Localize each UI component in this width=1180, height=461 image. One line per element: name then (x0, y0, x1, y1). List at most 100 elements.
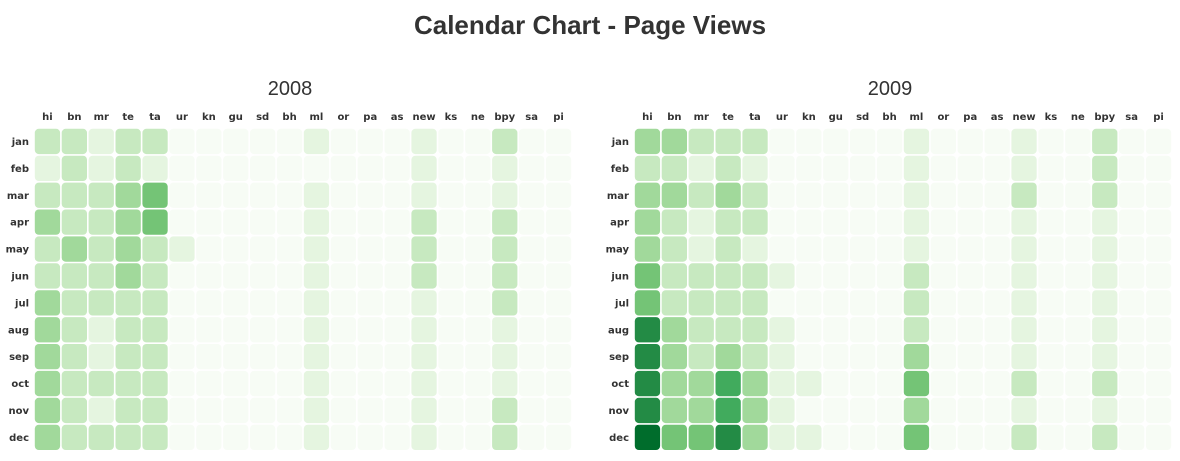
heatmap-cell-jan-ne[interactable] (1065, 128, 1091, 155)
heatmap-cell-sep-ml[interactable] (303, 344, 330, 370)
heatmap-cell-sep-ml[interactable] (903, 344, 930, 370)
heatmap-cell-jun-as[interactable] (984, 263, 1010, 289)
heatmap-cell-dec-bpy[interactable] (492, 424, 518, 450)
heatmap-cell-apr-pi[interactable] (1145, 209, 1172, 235)
heatmap-cell-sep-kn[interactable] (796, 344, 822, 370)
heatmap-cell-jul-sa[interactable] (519, 290, 545, 316)
heatmap-cell-may-ta[interactable] (142, 236, 168, 262)
heatmap-cell-dec-ta[interactable] (142, 424, 168, 450)
heatmap-cell-aug-ur[interactable] (769, 317, 795, 343)
heatmap-cell-nov-sd[interactable] (850, 397, 876, 424)
heatmap-cell-nov-as[interactable] (384, 397, 410, 424)
heatmap-cell-aug-pi[interactable] (545, 317, 572, 343)
heatmap-cell-mar-bpy[interactable] (492, 182, 518, 208)
heatmap-cell-feb-pa[interactable] (957, 155, 983, 181)
heatmap-cell-apr-ur[interactable] (769, 209, 795, 235)
heatmap-cell-jan-as[interactable] (384, 128, 410, 155)
heatmap-cell-feb-gu[interactable] (223, 155, 249, 181)
heatmap-cell-apr-hi[interactable] (634, 209, 661, 235)
heatmap-cell-oct-new[interactable] (411, 370, 437, 397)
heatmap-cell-may-ml[interactable] (303, 236, 330, 262)
heatmap-cell-sep-bh[interactable] (276, 344, 303, 370)
heatmap-cell-oct-bpy[interactable] (1092, 370, 1118, 397)
heatmap-cell-nov-or[interactable] (330, 397, 356, 424)
heatmap-cell-dec-bn[interactable] (661, 424, 687, 450)
heatmap-cell-feb-ur[interactable] (169, 155, 195, 181)
heatmap-cell-may-ur[interactable] (769, 236, 795, 262)
heatmap-cell-mar-as[interactable] (384, 182, 410, 208)
heatmap-cell-sep-gu[interactable] (823, 344, 849, 370)
heatmap-cell-apr-bh[interactable] (876, 209, 903, 235)
heatmap-cell-nov-mr[interactable] (688, 397, 714, 424)
heatmap-cell-aug-bh[interactable] (876, 317, 903, 343)
heatmap-cell-dec-hi[interactable] (34, 424, 61, 450)
heatmap-cell-apr-or[interactable] (330, 209, 356, 235)
heatmap-cell-sep-ta[interactable] (742, 344, 768, 370)
heatmap-cell-aug-ta[interactable] (742, 317, 768, 343)
heatmap-cell-sep-as[interactable] (984, 344, 1010, 370)
heatmap-cell-aug-or[interactable] (330, 317, 356, 343)
heatmap-cell-sep-kn[interactable] (196, 344, 222, 370)
heatmap-cell-aug-ne[interactable] (465, 317, 491, 343)
heatmap-cell-jan-pa[interactable] (957, 128, 983, 155)
heatmap-cell-feb-sa[interactable] (1119, 155, 1145, 181)
heatmap-cell-aug-mr[interactable] (688, 317, 714, 343)
heatmap-cell-may-bh[interactable] (276, 236, 303, 262)
heatmap-cell-may-or[interactable] (930, 236, 956, 262)
heatmap-cell-mar-new[interactable] (1011, 182, 1037, 208)
heatmap-cell-jan-ks[interactable] (438, 128, 464, 155)
heatmap-cell-aug-kn[interactable] (196, 317, 222, 343)
heatmap-cell-mar-hi[interactable] (634, 182, 661, 208)
heatmap-cell-nov-te[interactable] (715, 397, 741, 424)
heatmap-cell-sep-ne[interactable] (1065, 344, 1091, 370)
heatmap-cell-jan-ta[interactable] (142, 128, 168, 155)
heatmap-cell-aug-or[interactable] (930, 317, 956, 343)
heatmap-cell-dec-sa[interactable] (519, 424, 545, 450)
heatmap-cell-nov-or[interactable] (930, 397, 956, 424)
heatmap-cell-apr-mr[interactable] (688, 209, 714, 235)
heatmap-cell-feb-ta[interactable] (142, 155, 168, 181)
heatmap-cell-oct-mr[interactable] (88, 370, 114, 397)
heatmap-cell-oct-bn[interactable] (61, 370, 87, 397)
heatmap-cell-jul-gu[interactable] (223, 290, 249, 316)
heatmap-cell-dec-ur[interactable] (169, 424, 195, 450)
heatmap-cell-dec-bn[interactable] (61, 424, 87, 450)
heatmap-cell-jul-kn[interactable] (196, 290, 222, 316)
heatmap-cell-jan-new[interactable] (1011, 128, 1037, 155)
heatmap-cell-sep-pa[interactable] (957, 344, 983, 370)
heatmap-cell-may-kn[interactable] (196, 236, 222, 262)
heatmap-cell-mar-bh[interactable] (276, 182, 303, 208)
heatmap-cell-feb-mr[interactable] (88, 155, 114, 181)
heatmap-cell-oct-as[interactable] (384, 370, 410, 397)
heatmap-cell-jan-te[interactable] (715, 128, 741, 155)
heatmap-cell-dec-ks[interactable] (438, 424, 464, 450)
heatmap-cell-mar-te[interactable] (115, 182, 141, 208)
heatmap-cell-may-hi[interactable] (634, 236, 661, 262)
heatmap-cell-jul-hi[interactable] (634, 290, 661, 316)
heatmap-cell-dec-kn[interactable] (796, 424, 822, 450)
heatmap-cell-jan-or[interactable] (930, 128, 956, 155)
heatmap-cell-feb-sa[interactable] (519, 155, 545, 181)
heatmap-cell-may-pa[interactable] (957, 236, 983, 262)
heatmap-cell-feb-ne[interactable] (465, 155, 491, 181)
heatmap-cell-may-gu[interactable] (223, 236, 249, 262)
heatmap-cell-nov-ta[interactable] (142, 397, 168, 424)
heatmap-cell-apr-ml[interactable] (303, 209, 330, 235)
heatmap-cell-mar-gu[interactable] (223, 182, 249, 208)
heatmap-cell-dec-pi[interactable] (1145, 424, 1172, 450)
heatmap-cell-sep-te[interactable] (115, 344, 141, 370)
heatmap-cell-sep-sa[interactable] (519, 344, 545, 370)
heatmap-cell-aug-gu[interactable] (223, 317, 249, 343)
heatmap-cell-sep-ks[interactable] (438, 344, 464, 370)
heatmap-cell-jun-ta[interactable] (142, 263, 168, 289)
heatmap-cell-jun-ml[interactable] (903, 263, 930, 289)
heatmap-cell-mar-pi[interactable] (545, 182, 572, 208)
heatmap-cell-jun-gu[interactable] (823, 263, 849, 289)
heatmap-cell-mar-te[interactable] (715, 182, 741, 208)
heatmap-cell-jan-hi[interactable] (634, 128, 661, 155)
heatmap-cell-jan-ta[interactable] (742, 128, 768, 155)
heatmap-cell-aug-bn[interactable] (61, 317, 87, 343)
heatmap-cell-feb-gu[interactable] (823, 155, 849, 181)
heatmap-cell-jan-sa[interactable] (1119, 128, 1145, 155)
heatmap-cell-mar-ml[interactable] (903, 182, 930, 208)
